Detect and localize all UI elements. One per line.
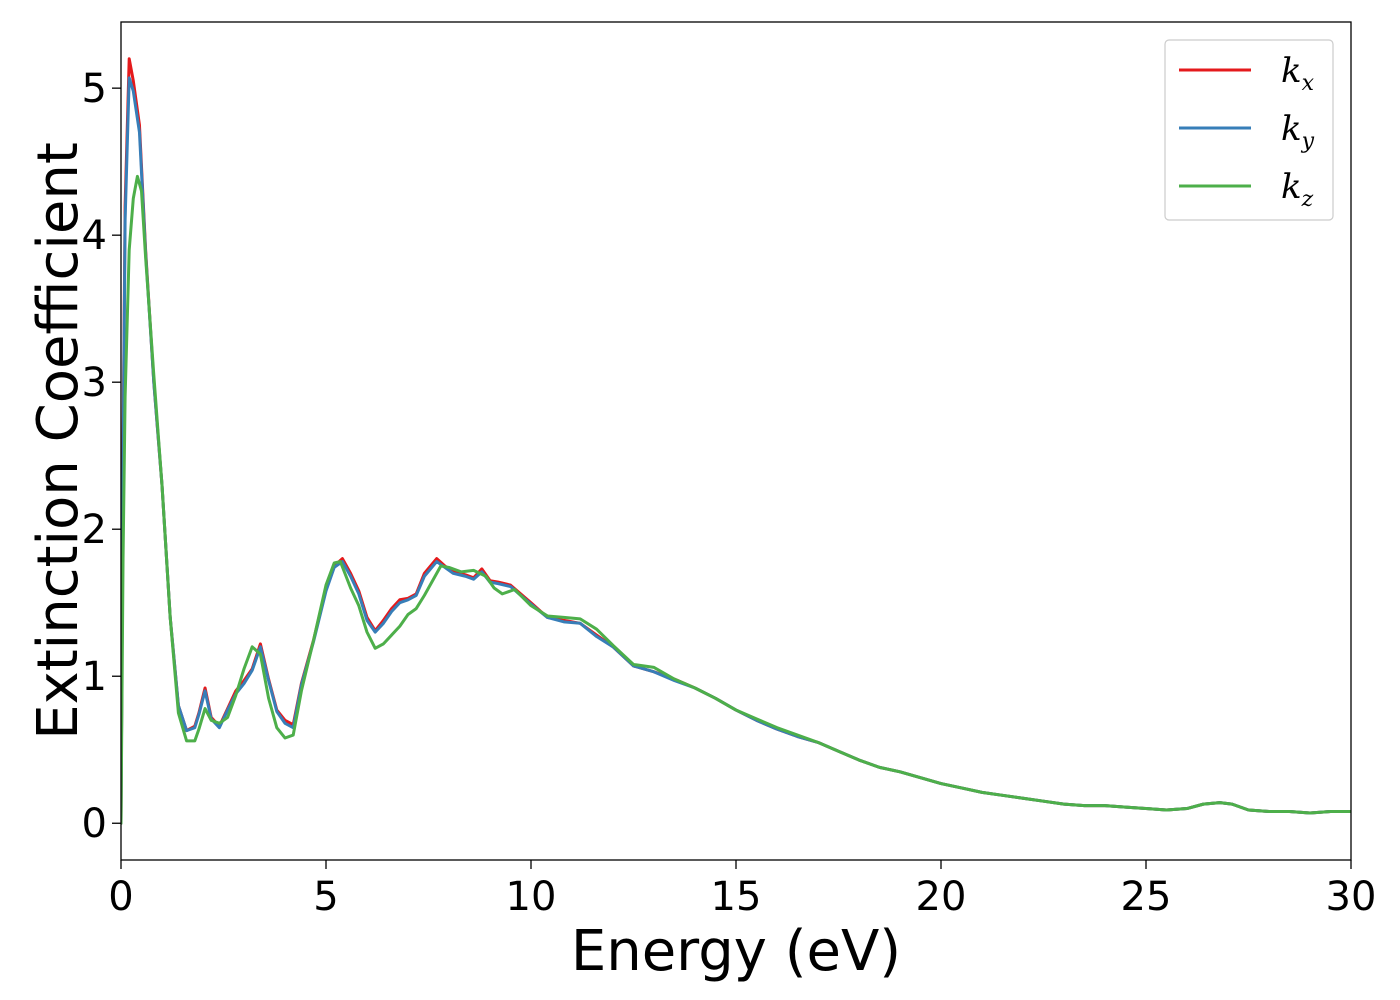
legend-label-k-z: kz xyxy=(1281,167,1314,212)
x-tick-label: 10 xyxy=(506,874,557,920)
y-tick-label: 4 xyxy=(82,213,107,259)
x-tick-label: 20 xyxy=(916,874,967,920)
y-axis-ticks: 0 1 2 3 4 5 xyxy=(82,66,121,847)
x-tick-label: 5 xyxy=(313,874,338,920)
y-tick-label: 3 xyxy=(82,360,107,406)
legend-label-k-x: kx xyxy=(1281,51,1315,96)
y-tick-label: 5 xyxy=(82,66,107,112)
x-axis-ticks: 0 5 10 15 20 25 30 xyxy=(108,860,1376,920)
legend-box xyxy=(1164,39,1334,221)
y-tick-label: 1 xyxy=(82,654,107,700)
x-tick-label: 15 xyxy=(711,874,762,920)
x-tick-label: 25 xyxy=(1121,874,1172,920)
series-line-k-z xyxy=(121,174,1351,825)
legend-label-k-y: ky xyxy=(1281,109,1315,154)
legend: kx ky kz xyxy=(1164,39,1334,221)
x-axis-label: Energy (eV) xyxy=(571,919,901,984)
y-axis-label: Extinction Coefficient xyxy=(26,142,91,740)
x-tick-label: 0 xyxy=(108,874,133,920)
series-layer xyxy=(121,57,1351,825)
x-tick-label: 30 xyxy=(1326,874,1377,920)
y-tick-label: 0 xyxy=(82,801,107,847)
y-tick-label: 2 xyxy=(82,507,107,553)
